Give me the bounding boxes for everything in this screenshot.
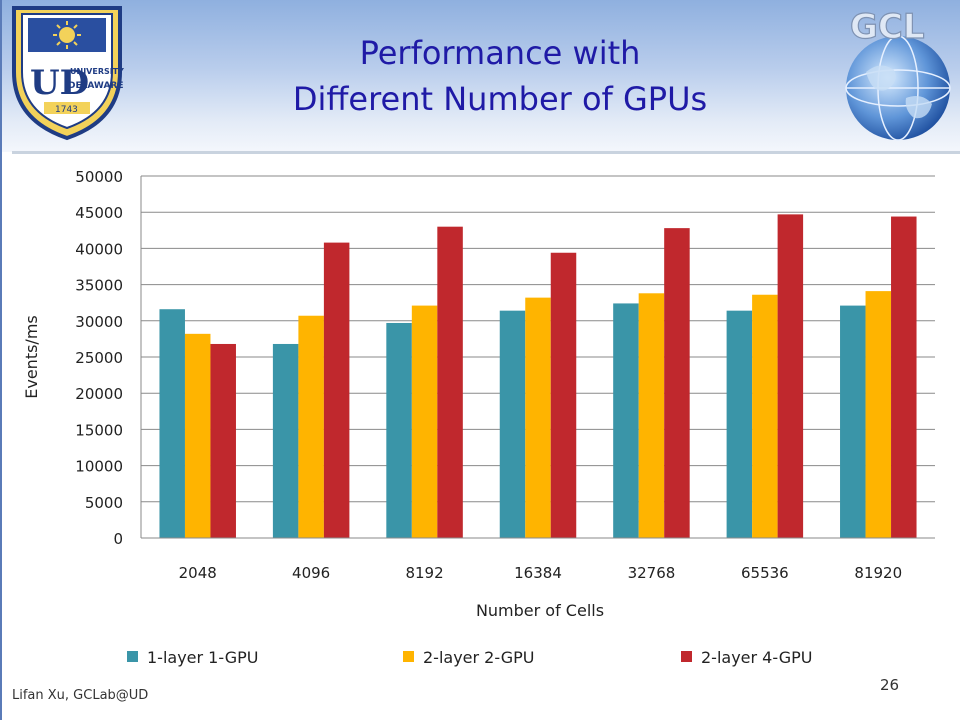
bar-2-layer-2-gpu-2048 [184, 333, 211, 538]
slide-title: Performance with Different Number of GPU… [180, 30, 820, 122]
y-tick-label: 45000 [75, 204, 123, 222]
legend-label: 2-layer 4-GPU [701, 648, 812, 667]
y-tick-label: 0 [113, 530, 123, 548]
y-axis-title: Events/ms [22, 315, 41, 398]
x-category-label: 2048 [179, 564, 217, 582]
header-divider [12, 151, 960, 154]
bar-1-layer-1-gpu-65536 [726, 310, 753, 538]
left-edge-rule [0, 0, 2, 720]
x-axis-title: Number of Cells [476, 601, 604, 620]
bar-2-layer-4-gpu-32768 [664, 228, 690, 539]
bar-2-layer-4-gpu-65536 [777, 214, 804, 538]
bar-2-layer-2-gpu-16384 [525, 297, 551, 538]
bar-2-layer-2-gpu-32768 [638, 293, 665, 538]
page-number: 26 [880, 676, 900, 694]
bar-2-layer-2-gpu-81920 [865, 291, 892, 538]
bar-1-layer-1-gpu-16384 [499, 310, 526, 538]
bar-1-layer-1-gpu-8192 [386, 322, 412, 538]
y-tick-label: 40000 [75, 240, 123, 258]
x-category-label: 81920 [854, 564, 902, 582]
bar-1-layer-1-gpu-32768 [613, 303, 639, 538]
legend-label: 1-layer 1-GPU [147, 648, 258, 667]
svg-text:UD: UD [30, 63, 89, 103]
chart-y-ticks: 0 5000 10000 15000 20000 25000 30000 35000 40000… [75, 168, 123, 548]
bar-1-layer-1-gpu-2048 [159, 309, 185, 538]
legend-swatch [403, 651, 414, 662]
chart-bars [159, 214, 917, 539]
bar-1-layer-1-gpu-4096 [272, 343, 299, 538]
y-tick-label: 15000 [75, 421, 123, 439]
bar-2-layer-4-gpu-8192 [437, 226, 463, 538]
slide-title-line-1: Performance with [359, 34, 641, 72]
bar-2-layer-4-gpu-16384 [550, 252, 577, 538]
legend-label: 2-layer 2-GPU [423, 648, 534, 667]
y-tick-label: 30000 [75, 313, 123, 331]
bar-1-layer-1-gpu-81920 [840, 305, 866, 538]
legend-swatch [127, 651, 138, 662]
footer-author: Lifan Xu, GCLab@UD [12, 688, 149, 703]
x-category-label: 32768 [628, 564, 676, 582]
slide-title-line-2: Different Number of GPUs [292, 80, 708, 118]
ud-logo-text-bottom: DELAWARE [68, 81, 123, 91]
bar-2-layer-4-gpu-4096 [323, 242, 350, 538]
bar-2-layer-2-gpu-65536 [752, 294, 778, 538]
y-tick-label: 25000 [75, 349, 123, 367]
ud-logo-text-top: UNIVERSITY OF [70, 67, 126, 76]
x-category-label: 65536 [741, 564, 789, 582]
ud-logo-year: 1743 [55, 105, 78, 115]
y-tick-label: 50000 [75, 168, 123, 186]
university-of-delaware-logo: UD UNIVERSITY OF DELAWARE 1743 [12, 6, 126, 141]
y-tick-label: 35000 [75, 277, 123, 295]
chart-x-categories: 2048 4096 8192 16384 32768 65536 81920 [179, 564, 903, 582]
y-tick-label: 10000 [75, 458, 123, 476]
x-category-label: 8192 [405, 564, 443, 582]
gcl-globe-logo: GCL [845, 6, 951, 141]
x-category-label: 4096 [292, 564, 330, 582]
bar-2-layer-4-gpu-81920 [891, 216, 917, 538]
bar-2-layer-2-gpu-8192 [411, 305, 438, 538]
legend-swatch [681, 651, 692, 662]
bar-chart: 0 5000 10000 15000 20000 25000 30000 35000 40000… [22, 168, 935, 667]
y-tick-label: 5000 [85, 494, 123, 512]
x-category-label: 16384 [514, 564, 562, 582]
bar-2-layer-4-gpu-2048 [210, 343, 236, 538]
gcl-logo-text: GCL [850, 7, 925, 47]
bar-2-layer-2-gpu-4096 [298, 315, 324, 538]
y-tick-label: 20000 [75, 385, 123, 403]
chart-legend: 1-layer 1-GPU 2-layer 2-GPU 2-layer 4-GPU [127, 648, 812, 667]
header-banner [0, 0, 960, 152]
